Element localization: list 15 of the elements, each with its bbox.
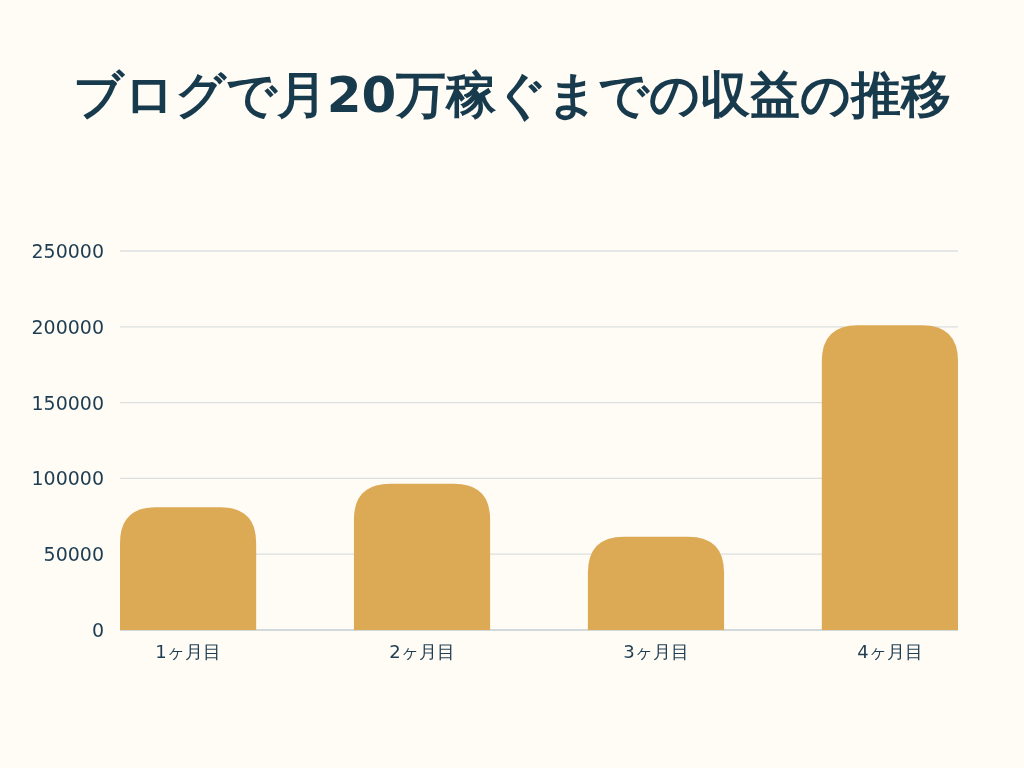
x-tick-label: 3ヶ月目: [623, 641, 689, 662]
bar: [587, 536, 725, 630]
y-tick-label: 100000: [31, 467, 104, 490]
bar: [120, 507, 257, 630]
bar: [821, 325, 958, 630]
x-tick-label: 2ヶ月目: [389, 641, 455, 662]
y-tick-label: 0: [91, 619, 104, 641]
x-tick-label: 1ヶ月目: [155, 641, 221, 662]
chart-title: ブログで月20万稼ぐまでの収益の推移: [72, 66, 952, 124]
y-tick-label: 50000: [43, 543, 104, 566]
y-tick-label: 150000: [31, 391, 104, 414]
bar: [353, 483, 491, 630]
y-tick-label: 200000: [31, 315, 104, 338]
x-tick-label: 4ヶ月目: [857, 641, 923, 662]
y-tick-label: 250000: [31, 240, 104, 262]
